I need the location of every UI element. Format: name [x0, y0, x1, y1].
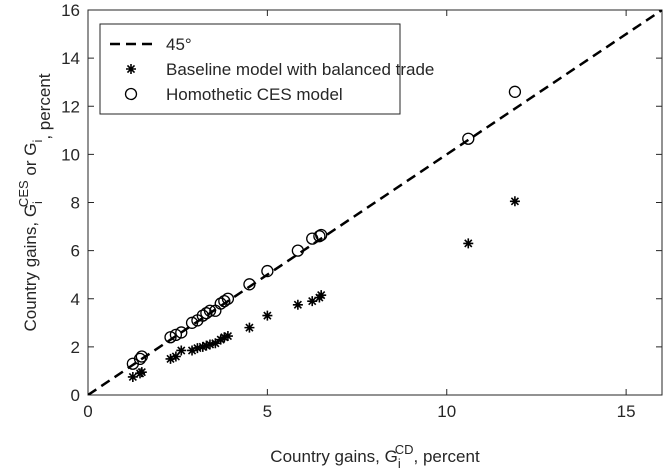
- point: [292, 299, 303, 310]
- point: [197, 341, 208, 352]
- y-tick-label: 2: [71, 338, 80, 357]
- y-axis-label-part: Country gains, G: [21, 204, 40, 332]
- legend-marker: [126, 64, 136, 74]
- y-tick-label: 6: [71, 242, 80, 261]
- point: [462, 132, 475, 145]
- point: [176, 345, 187, 356]
- point: [136, 367, 147, 378]
- point: [222, 331, 233, 342]
- y-tick-label: 8: [71, 194, 80, 213]
- x-axis-label-part: Country gains, G: [270, 447, 398, 466]
- point: [175, 326, 188, 339]
- point: [262, 310, 273, 321]
- legend-label: Homothetic CES model: [166, 85, 343, 104]
- y-tick-label: 0: [71, 386, 80, 405]
- legend-marker: [124, 87, 138, 101]
- y-tick-label: 4: [71, 290, 80, 309]
- point: [170, 351, 181, 362]
- point: [291, 244, 305, 257]
- legend-label: 45°: [166, 35, 192, 54]
- point: [509, 196, 520, 207]
- x-axis-label-part: CD: [395, 442, 414, 457]
- plot-frame: [87, 9, 663, 396]
- legend-label: Baseline model with balanced trade: [166, 60, 434, 79]
- point: [313, 230, 326, 243]
- point: [219, 332, 230, 343]
- y-axis-label-part: i: [30, 140, 45, 143]
- point: [185, 316, 199, 329]
- reference-line: [88, 10, 662, 395]
- point: [307, 296, 318, 307]
- point: [463, 238, 474, 249]
- point: [315, 228, 328, 242]
- point: [133, 352, 147, 366]
- point: [221, 292, 235, 305]
- point: [508, 85, 522, 98]
- legend-box: [99, 23, 401, 115]
- y-axis-label-part: i: [30, 201, 45, 204]
- point: [127, 371, 138, 382]
- point: [244, 322, 255, 333]
- point: [204, 339, 215, 350]
- x-tick-label: 10: [437, 402, 456, 421]
- point: [201, 340, 212, 351]
- point: [218, 295, 231, 308]
- point: [187, 345, 198, 356]
- x-tick-label: 15: [617, 402, 636, 421]
- y-axis-label: Country gains, GiCES or Gi, percent: [16, 73, 54, 331]
- x-tick-label: 5: [263, 402, 272, 421]
- x-tick-label: 0: [83, 402, 92, 421]
- point: [243, 278, 256, 291]
- x-axis-label-part: i: [398, 456, 401, 471]
- y-axis-label-part: CES: [16, 180, 31, 207]
- x-axis-label-part: , percent: [414, 447, 480, 466]
- point: [316, 290, 327, 301]
- point: [261, 264, 274, 278]
- point: [164, 331, 177, 344]
- y-tick-label: 16: [61, 1, 80, 20]
- y-axis-label-part: or G: [21, 143, 40, 181]
- y-tick-label: 12: [61, 97, 80, 116]
- point: [203, 304, 217, 317]
- y-axis-label-part: , percent: [35, 73, 54, 139]
- point: [135, 350, 148, 363]
- point: [169, 328, 183, 341]
- point: [192, 343, 203, 354]
- point: [210, 338, 221, 349]
- point: [215, 334, 226, 345]
- point: [165, 353, 176, 364]
- y-tick-label: 14: [61, 49, 80, 68]
- point: [200, 307, 213, 320]
- x-axis-label: Country gains, GiCD, percent: [270, 442, 480, 471]
- y-tick-label: 10: [61, 145, 80, 164]
